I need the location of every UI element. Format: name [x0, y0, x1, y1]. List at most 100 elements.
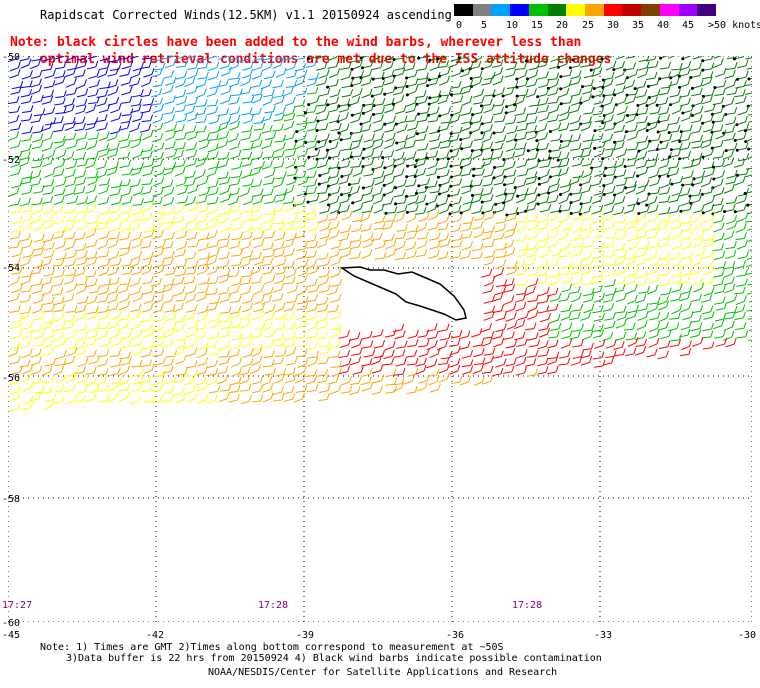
wind-barb — [66, 346, 76, 350]
wind-barb — [669, 344, 679, 348]
wind-barb — [165, 155, 175, 159]
wind-barb-flag — [272, 207, 276, 215]
wind-barb-flag — [711, 148, 714, 155]
contamination-dot — [469, 76, 473, 80]
wind-barb-flag — [404, 196, 407, 204]
wind-barb — [152, 109, 162, 114]
wind-barb — [11, 210, 21, 214]
wind-barb-flag — [62, 188, 66, 195]
wind-barb-flag — [479, 76, 483, 84]
wind-barb — [636, 121, 646, 124]
wind-barb — [561, 266, 571, 269]
wind-barb — [107, 299, 116, 304]
contamination-dot — [701, 94, 705, 98]
wind-barb — [196, 371, 206, 376]
wind-barb — [220, 91, 230, 96]
wind-barb — [175, 183, 185, 187]
wind-barb-flag — [446, 214, 450, 221]
wind-barb — [582, 336, 591, 341]
wind-barb — [363, 200, 373, 204]
wind-barb-flag — [140, 186, 144, 193]
wind-barb — [580, 154, 590, 158]
wind-barb — [229, 112, 239, 116]
legend-label: 20 — [556, 20, 569, 31]
wind-barb-flag — [350, 89, 354, 96]
wind-barb — [471, 257, 481, 260]
wind-barb — [713, 274, 723, 278]
wind-barb-flag — [480, 220, 484, 228]
wind-barb — [384, 144, 393, 150]
contamination-dot — [736, 173, 740, 177]
wind-barb — [154, 374, 164, 377]
wind-barb-flag — [654, 250, 658, 257]
wind-barb — [426, 173, 436, 177]
wind-barb — [53, 275, 63, 279]
wind-barb-flag — [691, 104, 694, 111]
wind-barb-flag — [489, 132, 493, 140]
wind-barb — [373, 112, 383, 116]
wind-barb-flag — [524, 132, 528, 139]
wind-barb — [285, 207, 294, 212]
wind-barb-flag — [239, 170, 243, 177]
contamination-dot — [514, 138, 518, 142]
wind-barb-flag — [150, 303, 154, 311]
wind-barb — [506, 86, 516, 90]
wind-barb — [76, 65, 86, 69]
wind-barb-flag — [18, 320, 22, 327]
wind-barb-flag — [346, 330, 350, 337]
wind-barb-flag — [127, 68, 131, 75]
wind-barb — [119, 306, 128, 311]
wind-barb — [583, 299, 592, 303]
wind-barb — [713, 238, 723, 243]
wind-barb — [240, 92, 250, 95]
contamination-dot — [626, 114, 630, 118]
wind-barb-flag — [259, 79, 263, 86]
contamination-dot — [349, 155, 353, 159]
wind-barb — [491, 156, 501, 160]
wind-barb — [286, 220, 296, 225]
wind-barb — [330, 366, 340, 369]
wind-barb — [703, 129, 713, 133]
legend-label: 25 — [582, 20, 595, 31]
wind-barb — [407, 201, 417, 206]
wind-barb-flag — [128, 351, 131, 358]
wind-barb-flag — [622, 85, 626, 92]
wind-barb-flag — [500, 330, 504, 337]
wind-barb-flag — [63, 240, 67, 247]
contamination-dot — [589, 68, 593, 72]
wind-barb — [110, 382, 120, 385]
wind-barb — [98, 137, 108, 142]
wind-barb-flag — [721, 214, 725, 221]
wind-barb — [659, 273, 669, 276]
wind-barb-flag — [502, 204, 506, 211]
wind-barb — [162, 56, 172, 60]
wind-barb — [703, 173, 713, 178]
wind-barb — [317, 257, 327, 260]
wind-barb-flag — [425, 142, 429, 150]
wind-barb-flag — [459, 240, 463, 247]
wind-barb — [627, 136, 637, 141]
wind-barb-flag — [655, 121, 659, 128]
wind-barb — [163, 237, 173, 241]
wind-barb-flag — [359, 76, 363, 84]
wind-barb-flag — [546, 322, 550, 329]
wind-barb-flag — [546, 142, 549, 150]
wind-barb — [561, 102, 571, 105]
wind-barb-flag — [480, 243, 484, 250]
wind-barb — [338, 371, 348, 375]
wind-barb-flag — [734, 107, 738, 114]
wind-barb — [86, 300, 96, 305]
wind-barb — [128, 227, 138, 231]
wind-barb-flag — [744, 194, 748, 201]
wind-barb — [121, 335, 130, 340]
wind-barb — [451, 219, 460, 224]
wind-barb-flag — [82, 122, 86, 130]
wind-barb — [558, 299, 568, 302]
wind-barb-flag — [181, 276, 185, 284]
wind-barb — [65, 56, 75, 62]
wind-barb — [560, 316, 570, 321]
wind-barb-flag — [84, 141, 88, 149]
wind-barb-flag — [535, 152, 539, 159]
wind-barb-flag — [204, 348, 208, 355]
wind-barb-flag — [304, 319, 308, 326]
